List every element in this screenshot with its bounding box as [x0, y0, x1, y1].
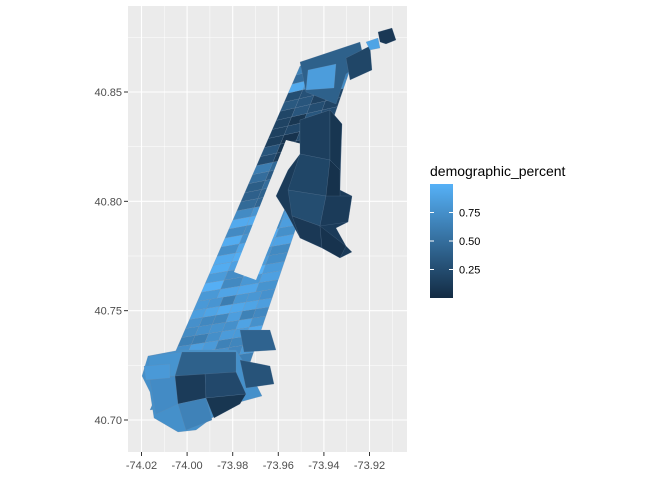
y-tick-label: 40.80 [94, 196, 122, 208]
legend-colorbar [430, 184, 453, 298]
legend-title: demographic_percent [430, 163, 566, 179]
map-region [319, 195, 353, 227]
x-tick-label: -74.00 [171, 460, 202, 472]
x-tick-label: -73.96 [263, 460, 294, 472]
map-regions [141, 27, 397, 433]
map-region [319, 225, 347, 259]
map-region [345, 45, 373, 81]
map-region [239, 329, 277, 353]
map-region [377, 27, 397, 45]
y-axis: 40.70 40.75 40.80 40.85 [94, 87, 128, 427]
legend: demographic_percent 0.75 0.50 0.25 [430, 163, 566, 298]
x-tick-label: -73.94 [308, 460, 339, 472]
x-tick-label: -74.02 [126, 460, 157, 472]
legend-label: 0.50 [459, 236, 480, 248]
map-region [365, 37, 381, 51]
x-tick-label: -73.92 [354, 460, 385, 472]
y-tick-label: 40.75 [94, 306, 122, 318]
x-tick-label: -73.98 [217, 460, 248, 472]
x-axis: -74.02 -74.00 -73.98 -73.96 -73.94 -73.92 [126, 452, 385, 472]
map-region [205, 393, 247, 419]
legend-label: 0.75 [459, 208, 480, 220]
y-tick-label: 40.85 [94, 87, 122, 99]
y-tick-label: 40.70 [94, 415, 122, 427]
map-region [174, 351, 237, 377]
map-region [305, 63, 337, 91]
map-region [177, 397, 213, 431]
legend-label: 0.25 [459, 265, 480, 277]
map-region [239, 359, 275, 389]
map-region [143, 363, 171, 381]
